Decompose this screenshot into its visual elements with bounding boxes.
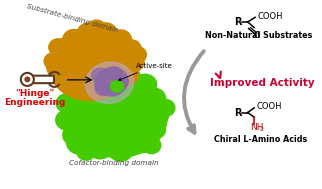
Ellipse shape bbox=[85, 62, 134, 103]
Ellipse shape bbox=[110, 30, 131, 50]
Ellipse shape bbox=[56, 94, 77, 113]
Ellipse shape bbox=[54, 43, 75, 61]
Ellipse shape bbox=[49, 27, 133, 101]
Ellipse shape bbox=[87, 20, 106, 37]
FancyBboxPatch shape bbox=[25, 76, 54, 83]
Text: COOH: COOH bbox=[257, 12, 282, 21]
Ellipse shape bbox=[107, 83, 122, 96]
Text: Substrate-binding domain: Substrate-binding domain bbox=[26, 3, 118, 33]
Text: Active-site: Active-site bbox=[118, 63, 172, 81]
Ellipse shape bbox=[63, 78, 85, 98]
Ellipse shape bbox=[156, 99, 175, 116]
Text: Non-Natural Substrates: Non-Natural Substrates bbox=[205, 32, 313, 40]
Ellipse shape bbox=[106, 67, 122, 80]
Ellipse shape bbox=[124, 53, 144, 71]
Ellipse shape bbox=[71, 71, 92, 90]
Ellipse shape bbox=[121, 40, 141, 58]
Ellipse shape bbox=[118, 66, 138, 84]
Text: Engineering: Engineering bbox=[4, 98, 65, 107]
Ellipse shape bbox=[67, 71, 167, 157]
Ellipse shape bbox=[49, 39, 68, 56]
Text: 2: 2 bbox=[260, 127, 264, 132]
Text: COOH: COOH bbox=[256, 102, 282, 112]
Ellipse shape bbox=[95, 81, 111, 95]
Ellipse shape bbox=[108, 139, 133, 161]
Text: "Hinge": "Hinge" bbox=[15, 89, 54, 98]
Ellipse shape bbox=[67, 131, 93, 154]
Ellipse shape bbox=[63, 125, 85, 145]
Ellipse shape bbox=[133, 74, 156, 95]
Ellipse shape bbox=[77, 23, 101, 43]
Ellipse shape bbox=[129, 132, 153, 153]
Ellipse shape bbox=[56, 110, 77, 130]
Ellipse shape bbox=[106, 73, 128, 92]
Text: R: R bbox=[235, 17, 242, 27]
Ellipse shape bbox=[110, 81, 124, 92]
Ellipse shape bbox=[113, 75, 128, 88]
Ellipse shape bbox=[143, 120, 166, 139]
Text: Improved Activity: Improved Activity bbox=[210, 78, 315, 88]
Ellipse shape bbox=[88, 137, 112, 159]
Ellipse shape bbox=[89, 74, 111, 95]
Ellipse shape bbox=[47, 57, 69, 78]
Ellipse shape bbox=[92, 68, 109, 82]
Text: O: O bbox=[254, 32, 260, 40]
Ellipse shape bbox=[116, 66, 140, 88]
Ellipse shape bbox=[63, 29, 85, 50]
Ellipse shape bbox=[79, 68, 103, 90]
Ellipse shape bbox=[95, 23, 117, 43]
Ellipse shape bbox=[58, 64, 77, 82]
Text: Cofactor-binding domain: Cofactor-binding domain bbox=[69, 160, 159, 166]
Ellipse shape bbox=[142, 137, 161, 154]
Ellipse shape bbox=[97, 64, 122, 86]
Circle shape bbox=[21, 73, 34, 86]
Ellipse shape bbox=[95, 68, 128, 96]
Text: NH: NH bbox=[251, 123, 264, 132]
Ellipse shape bbox=[147, 105, 169, 124]
Ellipse shape bbox=[44, 53, 63, 70]
Circle shape bbox=[25, 77, 30, 82]
Text: R: R bbox=[235, 108, 242, 118]
Ellipse shape bbox=[128, 47, 147, 63]
Ellipse shape bbox=[77, 143, 96, 160]
Ellipse shape bbox=[143, 88, 166, 109]
Text: Chiral L-Amino Acids: Chiral L-Amino Acids bbox=[214, 135, 308, 144]
